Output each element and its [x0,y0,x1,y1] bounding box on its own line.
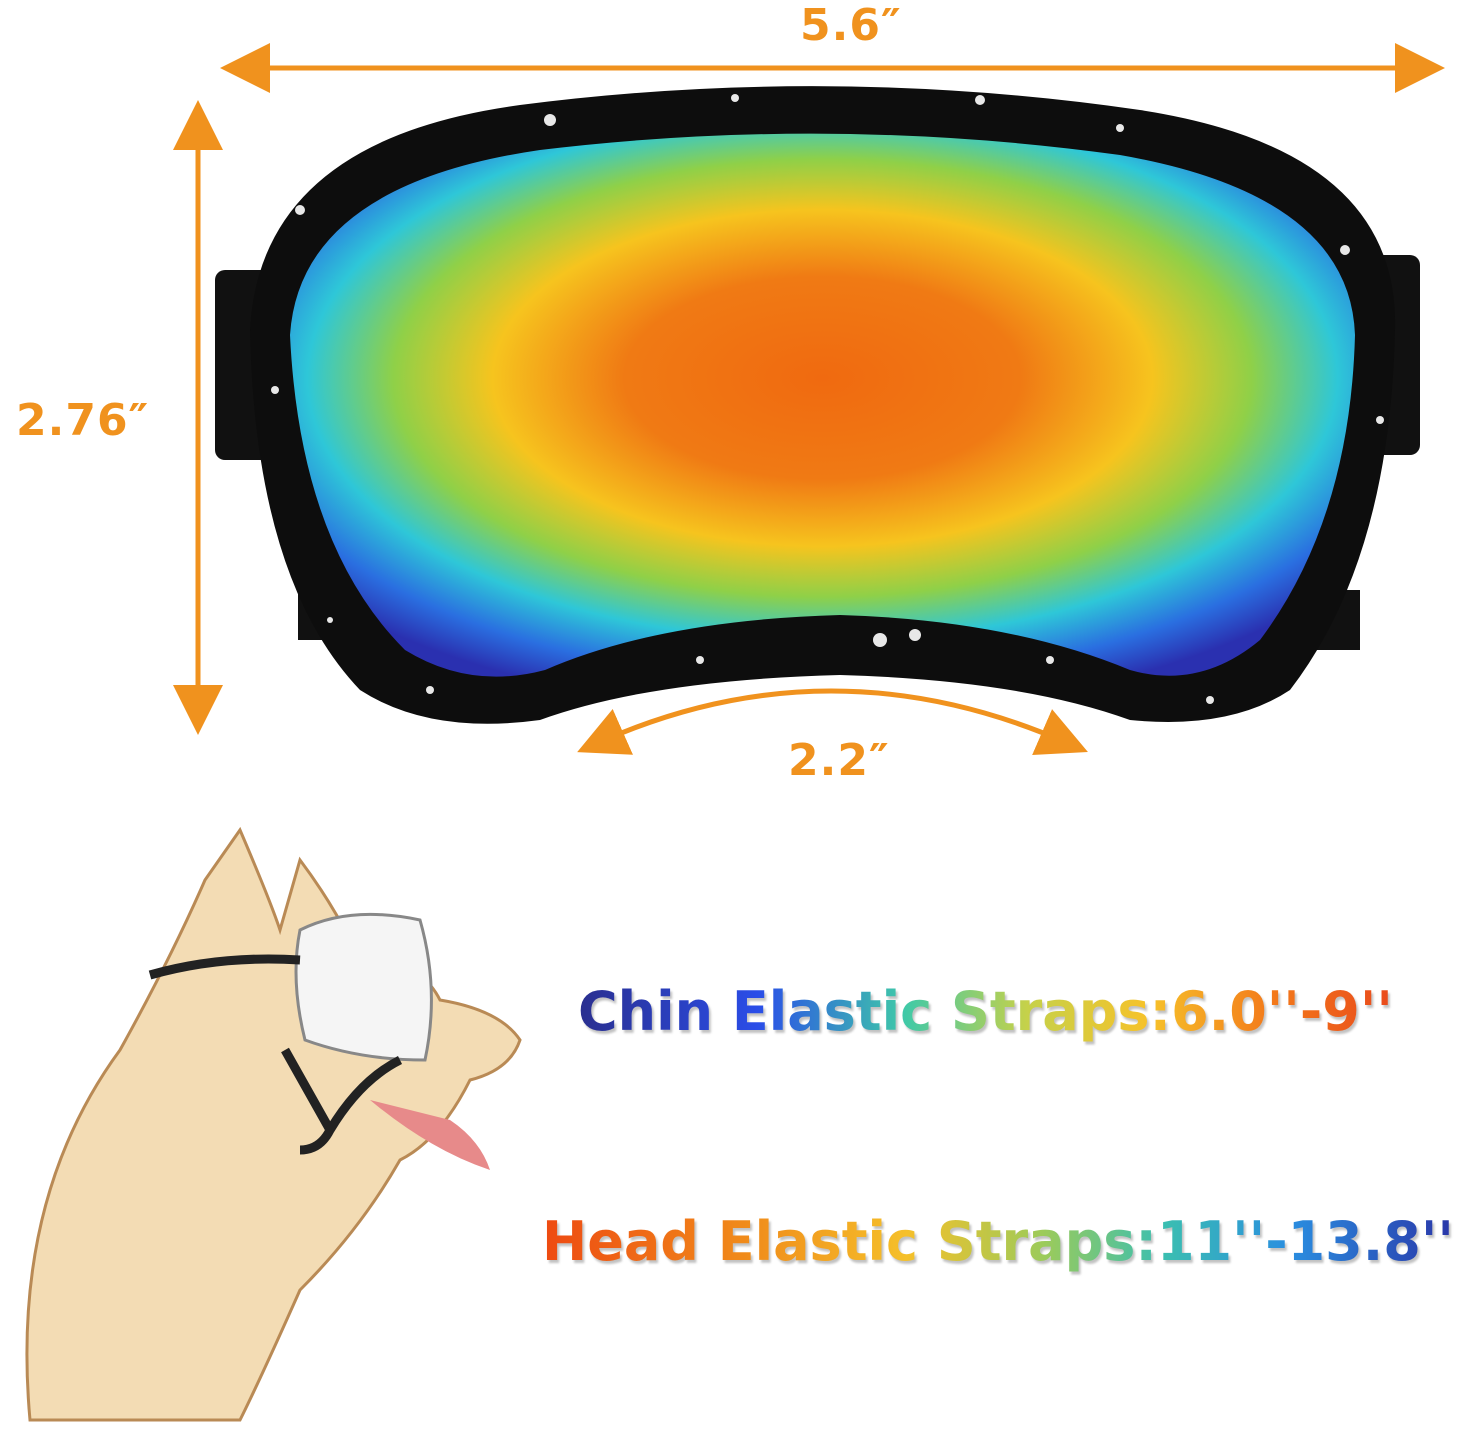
bridge-arrow [577,688,1088,755]
chin-strap-spec: Chin Elastic Straps:6.0''-9'' [578,980,1393,1043]
width-dimension-label: 5.6″ [800,0,902,51]
dog-illustration [25,826,522,1422]
goggles-image [215,86,1420,724]
head-strap-spec: Head Elastic Straps:11''-13.8'' [542,1210,1454,1273]
nose-bridge-dimension-label: 2.2″ [788,735,890,786]
height-dimension-label: 2.76″ [16,395,150,446]
